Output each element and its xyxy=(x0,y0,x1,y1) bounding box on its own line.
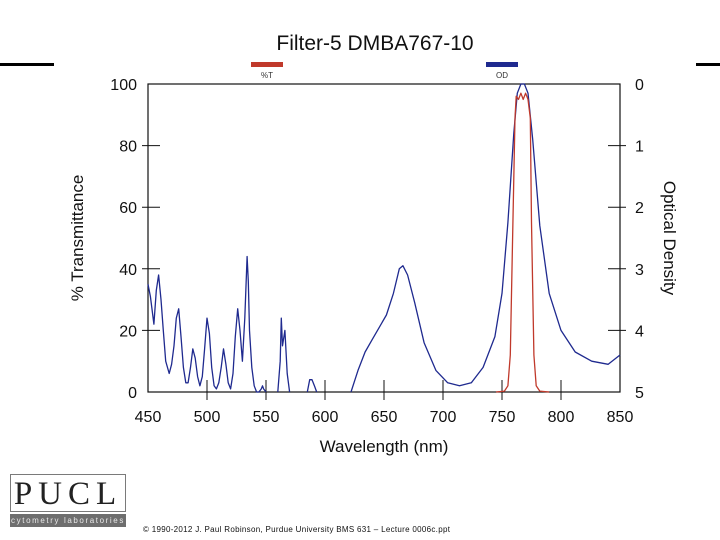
y2-tick-label-5: 0 xyxy=(635,77,644,94)
logo-text: PUCL xyxy=(13,476,123,512)
y-tick-label-5: 100 xyxy=(110,77,137,94)
y-tick-label-3: 60 xyxy=(119,200,137,217)
x-axis-title: Wavelength (nm) xyxy=(320,437,449,456)
legend-label-1: OD xyxy=(496,71,508,80)
header-rule-left xyxy=(0,63,54,66)
x-tick-label-1: 500 xyxy=(194,409,221,426)
plot-frame xyxy=(147,83,621,393)
x-tick-label-6: 750 xyxy=(489,409,516,426)
x-tick-label-0: 450 xyxy=(135,409,162,426)
y2-tick-label-4: 1 xyxy=(635,139,644,156)
copyright-footer: © 1990-2012 J. Paul Robinson, Purdue Uni… xyxy=(143,525,451,534)
x-tick-label-3: 600 xyxy=(312,409,339,426)
pucl-logo: PUCL cytometry laboratories xyxy=(10,474,126,528)
y2-tick-label-3: 2 xyxy=(635,200,644,217)
y2-tick-label-2: 3 xyxy=(635,262,644,279)
x-tick-label-7: 800 xyxy=(548,409,575,426)
series-line-optical-density xyxy=(147,83,621,393)
y-tick-label-4: 80 xyxy=(119,139,137,156)
legend-swatch-0 xyxy=(251,62,283,67)
x-tick-label-8: 850 xyxy=(607,409,634,426)
y2-tick-label-1: 4 xyxy=(635,323,644,340)
y-tick-label-0: 0 xyxy=(128,385,137,402)
x-tick-label-4: 650 xyxy=(371,409,398,426)
x-tick-label-2: 550 xyxy=(253,409,280,426)
header-rule-right xyxy=(696,63,720,66)
y-axis-title: % Transmittance xyxy=(68,175,87,302)
logo-box xyxy=(10,474,126,512)
y-tick-label-2: 40 xyxy=(119,262,137,279)
series-line-transmittance xyxy=(496,92,550,393)
y2-axis-title: Optical Density xyxy=(660,181,679,296)
legend-swatch-1 xyxy=(486,62,518,67)
x-tick-label-5: 700 xyxy=(430,409,457,426)
y2-tick-label-0: 5 xyxy=(635,385,644,402)
chart-title: Filter-5 DMBA767-10 xyxy=(276,32,473,55)
legend-label-0: %T xyxy=(261,71,273,80)
logo-subtitle: cytometry laboratories xyxy=(10,514,126,527)
y-tick-label-1: 20 xyxy=(119,323,137,340)
